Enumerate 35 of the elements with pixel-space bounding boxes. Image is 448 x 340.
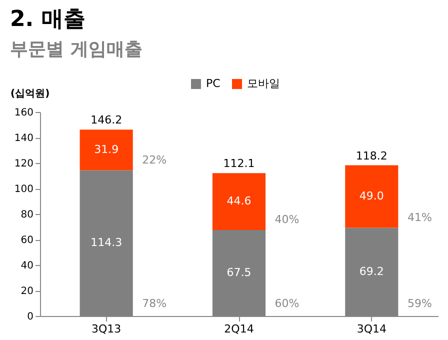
annotation: 59% [407, 297, 432, 310]
total-label: 146.2 [90, 114, 122, 127]
x-tick-label: 3Q13 [92, 322, 122, 336]
data-label: 31.9 [94, 142, 119, 156]
y-tick-label: 0 [27, 312, 34, 322]
annotation: 40% [274, 212, 300, 226]
annotation: 78% [142, 297, 167, 310]
total-label: 112.1 [223, 157, 255, 170]
data-label: 49.0 [359, 190, 384, 203]
y-axis-title: (십억원) [10, 88, 50, 100]
x-tick-label: 2Q14 [224, 322, 254, 336]
annotation: 41% [407, 210, 432, 224]
y-tick-label: 80 [20, 210, 34, 220]
data-label: 44.6 [226, 194, 252, 208]
annotation: 60% [274, 297, 300, 310]
chart-title: 2. 매출 [10, 7, 86, 32]
annotation: 22% [142, 153, 167, 166]
legend-label: PC [206, 77, 221, 90]
bar [345, 165, 398, 228]
data-label: 67.5 [226, 266, 252, 279]
y-tick-label: 120 [14, 158, 34, 170]
y-tick-label: 60 [20, 235, 34, 246]
y-tick-label: 100 [14, 184, 34, 195]
data-label: 69.2 [359, 264, 384, 278]
y-tick-label: 160 [14, 108, 34, 118]
total-label: 118.2 [356, 149, 388, 162]
chart-subtitle: 부문별 게임매출 [10, 39, 142, 60]
x-tick-label: 3Q14 [356, 322, 386, 336]
y-tick-label: 140 [14, 133, 34, 144]
y-tick-label: 40 [20, 260, 34, 272]
bar [212, 173, 266, 230]
bar [80, 130, 133, 170]
y-tick-label: 20 [20, 286, 34, 297]
legend-label: 모바일 [247, 77, 280, 90]
data-label: 114.3 [90, 236, 122, 250]
